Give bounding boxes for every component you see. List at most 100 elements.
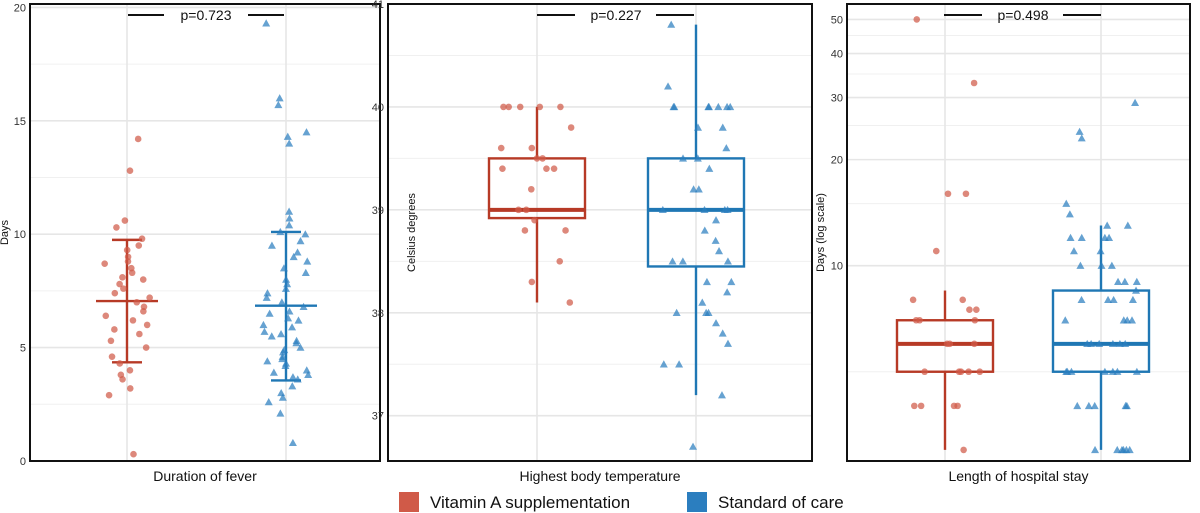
data-point	[1131, 98, 1140, 106]
data-point	[267, 332, 276, 340]
data-point	[1077, 295, 1086, 304]
x-axis-label: Highest body temperature	[519, 468, 680, 484]
data-point	[521, 227, 529, 234]
data-point	[265, 309, 274, 317]
data-point	[1062, 199, 1071, 207]
data-point	[917, 402, 925, 410]
legend-swatch	[399, 492, 419, 512]
data-point	[269, 368, 278, 376]
data-point	[723, 205, 732, 214]
data-point	[301, 230, 310, 238]
data-point	[1121, 339, 1130, 348]
data-point	[1115, 339, 1124, 348]
data-point	[143, 321, 151, 329]
data-point	[1123, 221, 1132, 229]
data-point	[718, 123, 727, 131]
data-point	[712, 319, 721, 327]
x-axis-label: Duration of fever	[153, 468, 257, 484]
data-point	[1083, 339, 1092, 348]
y-tick-label: 40	[831, 49, 843, 61]
data-point	[910, 402, 918, 410]
data-point	[1076, 261, 1085, 269]
data-point	[536, 103, 544, 111]
data-point	[515, 206, 522, 214]
data-point	[715, 247, 724, 255]
data-point	[1120, 277, 1129, 285]
data-point	[562, 227, 569, 234]
y-axis-label: Days	[0, 219, 11, 245]
data-point	[1123, 316, 1132, 324]
data-point	[957, 368, 965, 376]
data-point	[281, 284, 290, 292]
data-point	[533, 155, 541, 162]
data-point	[658, 205, 667, 214]
y-tick-label: 0	[20, 456, 26, 468]
panel-border	[29, 3, 381, 462]
data-point	[302, 366, 311, 374]
data-point	[129, 317, 137, 324]
data-point	[566, 299, 574, 306]
data-point	[714, 102, 723, 111]
data-point	[299, 302, 308, 310]
legend: Vitamin A supplementation Standard of car…	[399, 492, 844, 512]
data-point	[539, 155, 546, 162]
data-point	[301, 268, 310, 276]
y-tick-label: 15	[14, 116, 26, 128]
data-point	[970, 79, 978, 87]
data-point	[284, 314, 293, 322]
data-point	[134, 135, 142, 143]
data-point	[259, 320, 268, 329]
data-point	[283, 280, 292, 288]
data-point	[1100, 367, 1109, 375]
data-point	[126, 167, 134, 174]
data-point	[675, 360, 684, 368]
data-point	[672, 308, 681, 316]
data-point	[105, 391, 113, 399]
data-point	[1107, 261, 1116, 269]
data-point	[723, 257, 732, 265]
chart-panel-2: 37 38 39 40 41 Celsius degrees Highest body te…	[372, 0, 813, 484]
data-point	[285, 307, 294, 315]
data-point	[107, 337, 115, 345]
data-point	[285, 214, 294, 222]
data-point	[140, 308, 147, 315]
data-point	[966, 306, 973, 313]
data-point	[120, 285, 127, 292]
data-point	[262, 293, 271, 301]
y-tick-label: 41	[372, 0, 384, 11]
data-point	[293, 248, 302, 256]
data-point	[1073, 401, 1082, 410]
data-point	[123, 246, 131, 254]
y-tick-label: 30	[831, 93, 843, 105]
data-point	[263, 357, 272, 365]
data-point	[693, 154, 702, 162]
data-point	[289, 252, 298, 261]
data-point	[1062, 367, 1071, 375]
data-point	[276, 227, 285, 236]
p-value-label: p=0.723	[181, 7, 232, 23]
data-point	[263, 289, 272, 297]
data-point	[962, 190, 970, 198]
data-point	[138, 235, 146, 243]
data-point	[528, 144, 536, 152]
data-point	[694, 185, 703, 193]
data-point	[500, 103, 507, 111]
data-point	[111, 326, 118, 333]
data-point	[281, 361, 290, 369]
data-point	[119, 376, 126, 383]
y-tick-label: 10	[831, 261, 843, 273]
data-point	[909, 296, 917, 304]
data-point	[679, 154, 688, 162]
data-point	[292, 339, 301, 347]
data-point	[285, 221, 294, 229]
data-point	[1125, 445, 1134, 454]
data-point	[912, 316, 920, 324]
y-tick-label: 50	[831, 14, 843, 26]
data-point	[702, 277, 711, 286]
legend-label: Standard of care	[718, 493, 844, 512]
data-point	[693, 123, 702, 131]
data-point	[119, 273, 126, 281]
data-point	[1128, 295, 1137, 304]
data-point	[1077, 134, 1086, 142]
data-point	[121, 217, 129, 224]
